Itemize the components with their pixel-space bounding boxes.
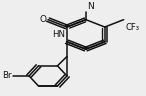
Text: HN: HN [53, 30, 66, 39]
Text: CF₃: CF₃ [125, 23, 139, 31]
Text: Br: Br [2, 71, 12, 80]
Text: O: O [40, 15, 47, 24]
Text: N: N [87, 2, 94, 11]
